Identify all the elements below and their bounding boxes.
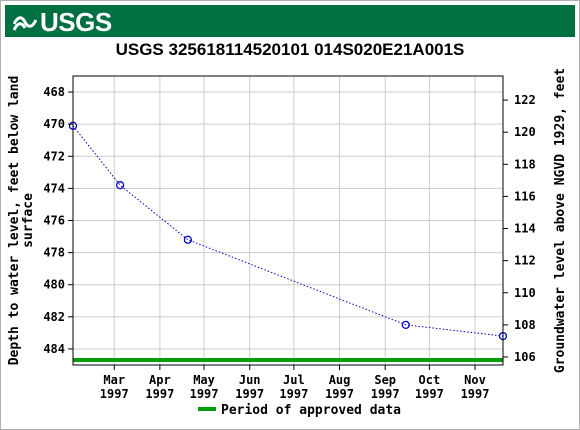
x-tick-label-year: 1997 <box>190 387 219 401</box>
right-tick-label: 118 <box>514 157 536 171</box>
x-tick-label-month: Apr <box>149 373 171 387</box>
left-tick-label: 472 <box>43 149 65 163</box>
left-tick-label: 478 <box>43 246 65 260</box>
right-axis: 106 108 110 112 114 116 118 120 122 <box>503 93 536 364</box>
data-point <box>183 235 193 244</box>
x-tick-label-month: Mar <box>103 373 125 387</box>
x-tick-label-year: 1997 <box>325 387 354 401</box>
right-tick-label: 116 <box>514 189 536 203</box>
usgs-banner: USGS <box>5 5 575 37</box>
x-tick-label-year: 1997 <box>371 387 400 401</box>
x-tick-label-year: 1997 <box>100 387 129 401</box>
x-tick-label-month: Jul <box>283 373 305 387</box>
x-tick-label-month: Jun <box>239 373 261 387</box>
right-tick-label: 114 <box>514 222 536 236</box>
right-tick-label: 108 <box>514 318 536 332</box>
right-tick-label: 122 <box>514 93 536 107</box>
series-points <box>68 121 508 341</box>
x-tick-label-month: May <box>193 373 215 387</box>
left-tick-label: 480 <box>43 278 65 292</box>
data-point <box>115 181 125 190</box>
usgs-logo-icon <box>13 16 37 31</box>
series-path <box>72 125 504 337</box>
right-tick-label: 110 <box>514 286 536 300</box>
right-tick-label: 112 <box>514 254 536 268</box>
x-tick-label-year: 1997 <box>145 387 174 401</box>
chart-title: USGS 325618114520101 014S020E21A001S <box>115 40 465 59</box>
x-axis: Mar1997Apr1997May1997Jun1997Jul1997Aug19… <box>100 365 490 401</box>
left-tick-label: 470 <box>43 117 65 131</box>
x-tick-label-month: Sep <box>374 373 396 387</box>
x-tick-label-month: Aug <box>329 373 351 387</box>
x-tick-label-month: Oct <box>419 373 441 387</box>
series-line <box>72 125 504 337</box>
x-tick-label-year: 1997 <box>279 387 308 401</box>
grid-lines <box>73 76 503 365</box>
left-tick-label: 468 <box>43 85 65 99</box>
right-tick-label: 120 <box>514 125 536 139</box>
left-axis: 468 470 472 474 476 478 480 482 484 <box>43 85 73 356</box>
data-point <box>401 320 410 330</box>
y-axis-label-left: Depth to water level, feet below landsur… <box>7 76 36 366</box>
left-tick-label: 476 <box>43 214 65 228</box>
left-tick-label: 482 <box>43 310 65 324</box>
x-tick-label-year: 1997 <box>235 387 264 401</box>
x-tick-label-month: Nov <box>464 373 486 387</box>
left-tick-label: 474 <box>43 181 65 195</box>
left-tick-label: 484 <box>43 342 65 356</box>
legend: Period of approved data <box>198 403 401 418</box>
x-tick-label-year: 1997 <box>415 387 444 401</box>
x-tick-label-year: 1997 <box>461 387 490 401</box>
y-axis-label-right: Groundwater level above NGVD 1929, feet <box>553 68 568 373</box>
usgs-logo-text: USGS <box>40 7 112 37</box>
right-tick-label: 106 <box>514 350 536 364</box>
legend-label: Period of approved data <box>221 403 401 418</box>
